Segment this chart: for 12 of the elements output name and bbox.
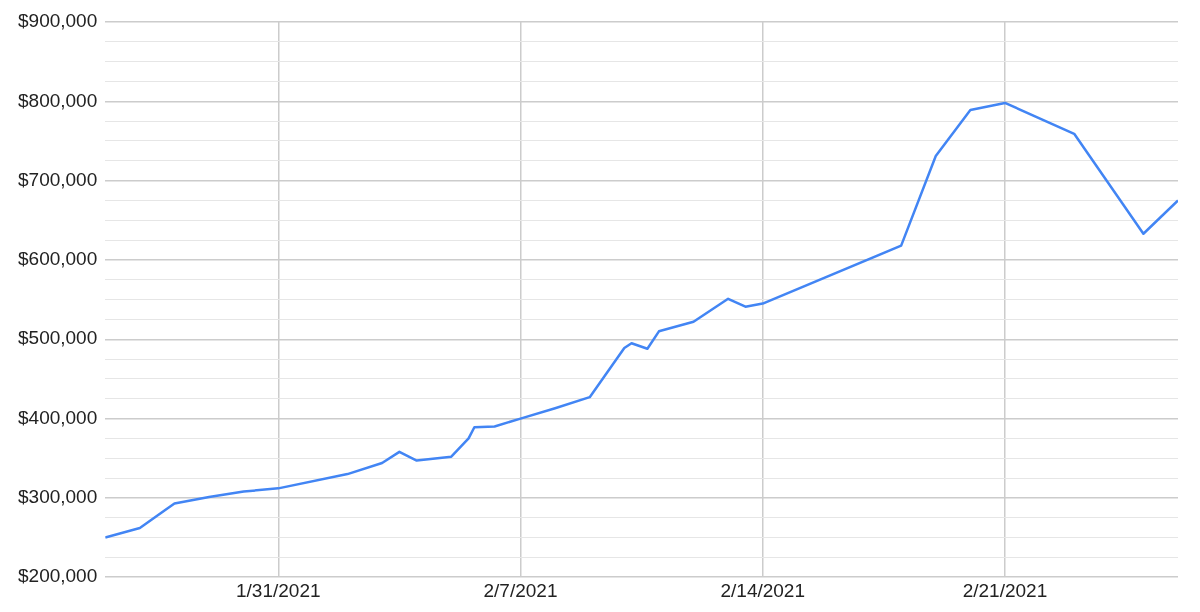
y-tick-label: $700,000 — [18, 168, 98, 190]
y-tick-label: $600,000 — [18, 248, 98, 270]
y-tick-label: $900,000 — [18, 10, 98, 32]
y-tick-label: $300,000 — [18, 486, 98, 508]
x-tick-label: 2/14/2021 — [720, 579, 806, 601]
y-tick-label: $800,000 — [18, 89, 98, 111]
x-tick-label: 1/31/2021 — [236, 579, 321, 601]
x-tick-label: 2/21/2021 — [962, 579, 1048, 601]
y-tick-label: $400,000 — [18, 406, 98, 428]
x-tick-label: 2/7/2021 — [483, 579, 558, 601]
y-tick-label: $500,000 — [18, 327, 98, 349]
y-tick-label: $200,000 — [18, 565, 98, 587]
